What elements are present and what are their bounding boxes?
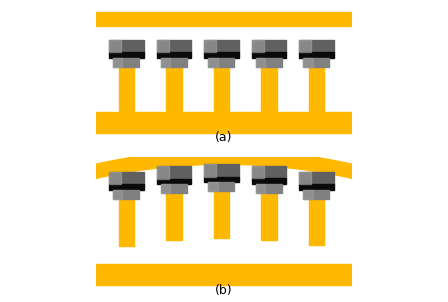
Bar (156, 166, 191, 178)
Bar (299, 40, 334, 53)
Bar (303, 190, 329, 199)
Bar (161, 184, 170, 194)
Bar (256, 184, 282, 193)
Text: (a): (a) (215, 131, 233, 144)
Bar (261, 193, 277, 239)
Bar (95, 265, 353, 271)
Bar (299, 172, 311, 184)
Bar (256, 58, 282, 67)
Bar (252, 178, 286, 184)
Bar (252, 53, 286, 58)
Bar (261, 67, 277, 114)
Bar (309, 199, 324, 245)
Bar (204, 53, 239, 58)
Polygon shape (95, 150, 353, 178)
Bar (113, 58, 122, 67)
Bar (299, 172, 334, 184)
Bar (252, 40, 286, 53)
Bar (166, 67, 181, 114)
Bar (156, 53, 191, 58)
Bar (256, 58, 265, 67)
Bar (95, 271, 353, 285)
Bar (95, 112, 353, 118)
Bar (166, 194, 181, 240)
Bar (109, 185, 144, 190)
Bar (303, 58, 313, 67)
Bar (204, 40, 239, 53)
Bar (214, 67, 229, 114)
Bar (161, 184, 187, 194)
Bar (208, 182, 218, 191)
Bar (113, 190, 122, 199)
Bar (109, 172, 121, 185)
Bar (95, 12, 353, 26)
Bar (119, 199, 134, 246)
Bar (156, 178, 191, 184)
Bar (204, 164, 239, 177)
Bar (113, 190, 139, 199)
Bar (252, 166, 264, 178)
Bar (299, 40, 311, 53)
Bar (113, 58, 139, 67)
Bar (309, 67, 324, 114)
Bar (156, 40, 169, 53)
Bar (161, 58, 170, 67)
Bar (109, 40, 121, 53)
Bar (208, 58, 218, 67)
Bar (109, 40, 144, 53)
Bar (119, 67, 134, 114)
Bar (95, 118, 353, 133)
Bar (252, 40, 264, 53)
Bar (208, 182, 234, 191)
Bar (252, 166, 286, 178)
Bar (156, 40, 191, 53)
Bar (256, 184, 265, 193)
Bar (204, 177, 239, 182)
Bar (156, 166, 169, 178)
Bar (109, 53, 144, 58)
Bar (303, 58, 329, 67)
Bar (299, 184, 334, 190)
Bar (303, 190, 313, 199)
Bar (109, 172, 144, 185)
Bar (299, 53, 334, 58)
Bar (214, 191, 229, 238)
Text: (b): (b) (215, 284, 233, 297)
Bar (161, 58, 187, 67)
Bar (204, 164, 216, 177)
Bar (204, 40, 216, 53)
Bar (208, 58, 234, 67)
